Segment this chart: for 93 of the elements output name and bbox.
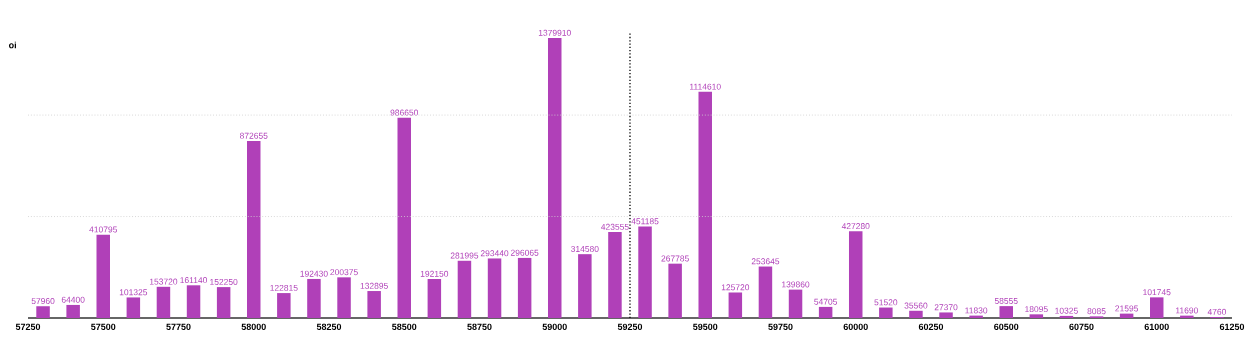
data-label: 281995	[450, 252, 479, 259]
data-label: 101325	[119, 289, 148, 296]
bar	[96, 234, 110, 318]
data-label: 11690	[1176, 307, 1198, 314]
bar	[247, 140, 261, 318]
data-label: 986650	[390, 109, 419, 116]
x-tick-label: 61000	[1144, 323, 1169, 330]
data-label: 21595	[1115, 305, 1139, 312]
bar	[186, 285, 201, 318]
bar	[36, 306, 50, 318]
bar	[788, 289, 803, 318]
data-label: 27370	[934, 304, 958, 311]
data-label: 267785	[661, 255, 689, 262]
x-tick-label: 60500	[994, 323, 1019, 330]
bar	[337, 277, 351, 318]
data-label: 1114610	[690, 83, 721, 90]
data-label: 35560	[904, 302, 928, 309]
bar	[397, 117, 411, 318]
data-label: 200375	[330, 269, 358, 276]
data-label: 58555	[994, 297, 1018, 304]
bar	[1059, 315, 1074, 318]
data-label: 192150	[420, 270, 449, 277]
data-label: 4760	[1207, 308, 1227, 315]
bar	[879, 307, 893, 318]
data-label: 57960	[31, 298, 55, 305]
bar	[578, 254, 592, 318]
x-tick-label: 58500	[392, 323, 417, 330]
data-label: 139860	[782, 281, 810, 288]
data-label: 451185	[631, 218, 659, 225]
bar	[758, 266, 773, 318]
bar	[126, 297, 141, 318]
bar	[608, 232, 622, 318]
bar	[999, 306, 1013, 318]
x-tick-label: 57250	[15, 323, 41, 330]
bar	[728, 292, 743, 318]
bar	[547, 38, 562, 318]
bar	[156, 286, 171, 318]
x-tick-label: 57750	[166, 323, 191, 330]
data-label: 423555	[601, 223, 629, 230]
x-tick-label: 59750	[768, 323, 793, 330]
data-label: 51520	[874, 299, 898, 306]
x-tick-label: 60000	[843, 323, 868, 330]
data-label: 427280	[841, 223, 870, 230]
bar	[909, 310, 923, 318]
data-label: 872655	[239, 132, 268, 139]
bar	[1029, 314, 1044, 318]
bar	[216, 287, 231, 318]
data-label: 64400	[61, 296, 85, 303]
x-tick-label: 60250	[918, 323, 944, 330]
x-tick-label: 59000	[542, 323, 567, 330]
data-label: 10325	[1055, 307, 1078, 314]
bar	[1149, 297, 1164, 318]
data-label: 153720	[149, 278, 178, 285]
data-label: 122815	[270, 284, 298, 291]
bar	[668, 263, 682, 318]
bar	[638, 226, 652, 318]
data-label: 410795	[89, 226, 118, 233]
data-label: 296065	[510, 249, 539, 256]
x-tick-label: 59500	[693, 323, 718, 330]
data-label: 192430	[300, 270, 328, 277]
bar	[277, 293, 291, 318]
bar	[457, 260, 472, 318]
data-label: 101745	[1143, 289, 1171, 296]
data-label: 152250	[210, 278, 238, 285]
bar	[367, 291, 381, 318]
bar	[307, 278, 321, 318]
x-tick-label: 58750	[467, 323, 492, 330]
data-label: 125720	[721, 284, 750, 291]
bar	[517, 257, 532, 318]
data-label: 1379910	[538, 29, 571, 36]
x-tick-label: 57500	[91, 323, 116, 330]
y-axis-title: oi	[8, 41, 16, 49]
data-label: 8085	[1087, 308, 1106, 315]
data-label: 54705	[814, 298, 838, 305]
x-tick-label: 59250	[617, 323, 643, 330]
bar	[66, 304, 80, 318]
bar	[487, 258, 502, 318]
data-label: 314580	[571, 245, 599, 252]
x-tick-label: 61250	[1219, 323, 1245, 330]
bar	[698, 91, 712, 318]
data-label: 293440	[480, 250, 509, 257]
x-tick-label: 58250	[316, 323, 342, 330]
x-tick-label: 60750	[1069, 323, 1094, 330]
data-label: 253645	[751, 258, 780, 265]
data-label: 18095	[1025, 306, 1048, 313]
bar	[818, 306, 833, 318]
data-label: 11830	[965, 307, 988, 314]
bar	[939, 312, 953, 318]
data-label: 161140	[180, 277, 208, 284]
x-tick-label: 58000	[241, 323, 266, 330]
bar	[427, 279, 442, 318]
bar	[848, 231, 863, 318]
data-label: 132895	[360, 282, 388, 289]
